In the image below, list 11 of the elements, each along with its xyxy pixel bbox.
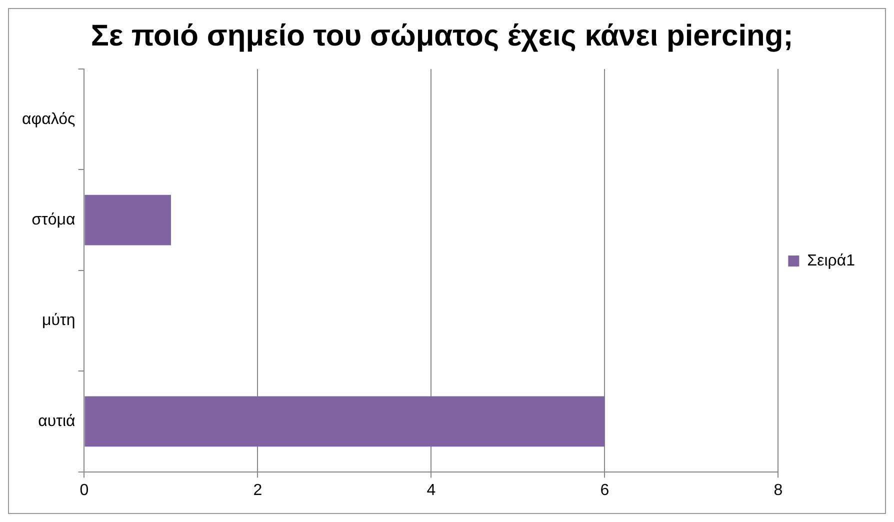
chart-title: Σε ποιό σημείο του σώματος έχεις κάνει piercing; (90, 19, 794, 52)
y-tick-label: στόμα (32, 211, 76, 228)
y-tick-label: αυτιά (38, 412, 76, 430)
x-tick-label: 4 (426, 482, 436, 499)
y-tick-label: μύτη (42, 312, 76, 330)
x-tick-label: 6 (600, 482, 610, 499)
x-tick-label: 0 (80, 482, 89, 499)
y-tick-label: αφαλός (22, 110, 76, 128)
x-tick-label: 8 (774, 482, 783, 499)
x-tick-label: 2 (253, 482, 262, 499)
legend-label: Σειρά1 (807, 252, 856, 270)
